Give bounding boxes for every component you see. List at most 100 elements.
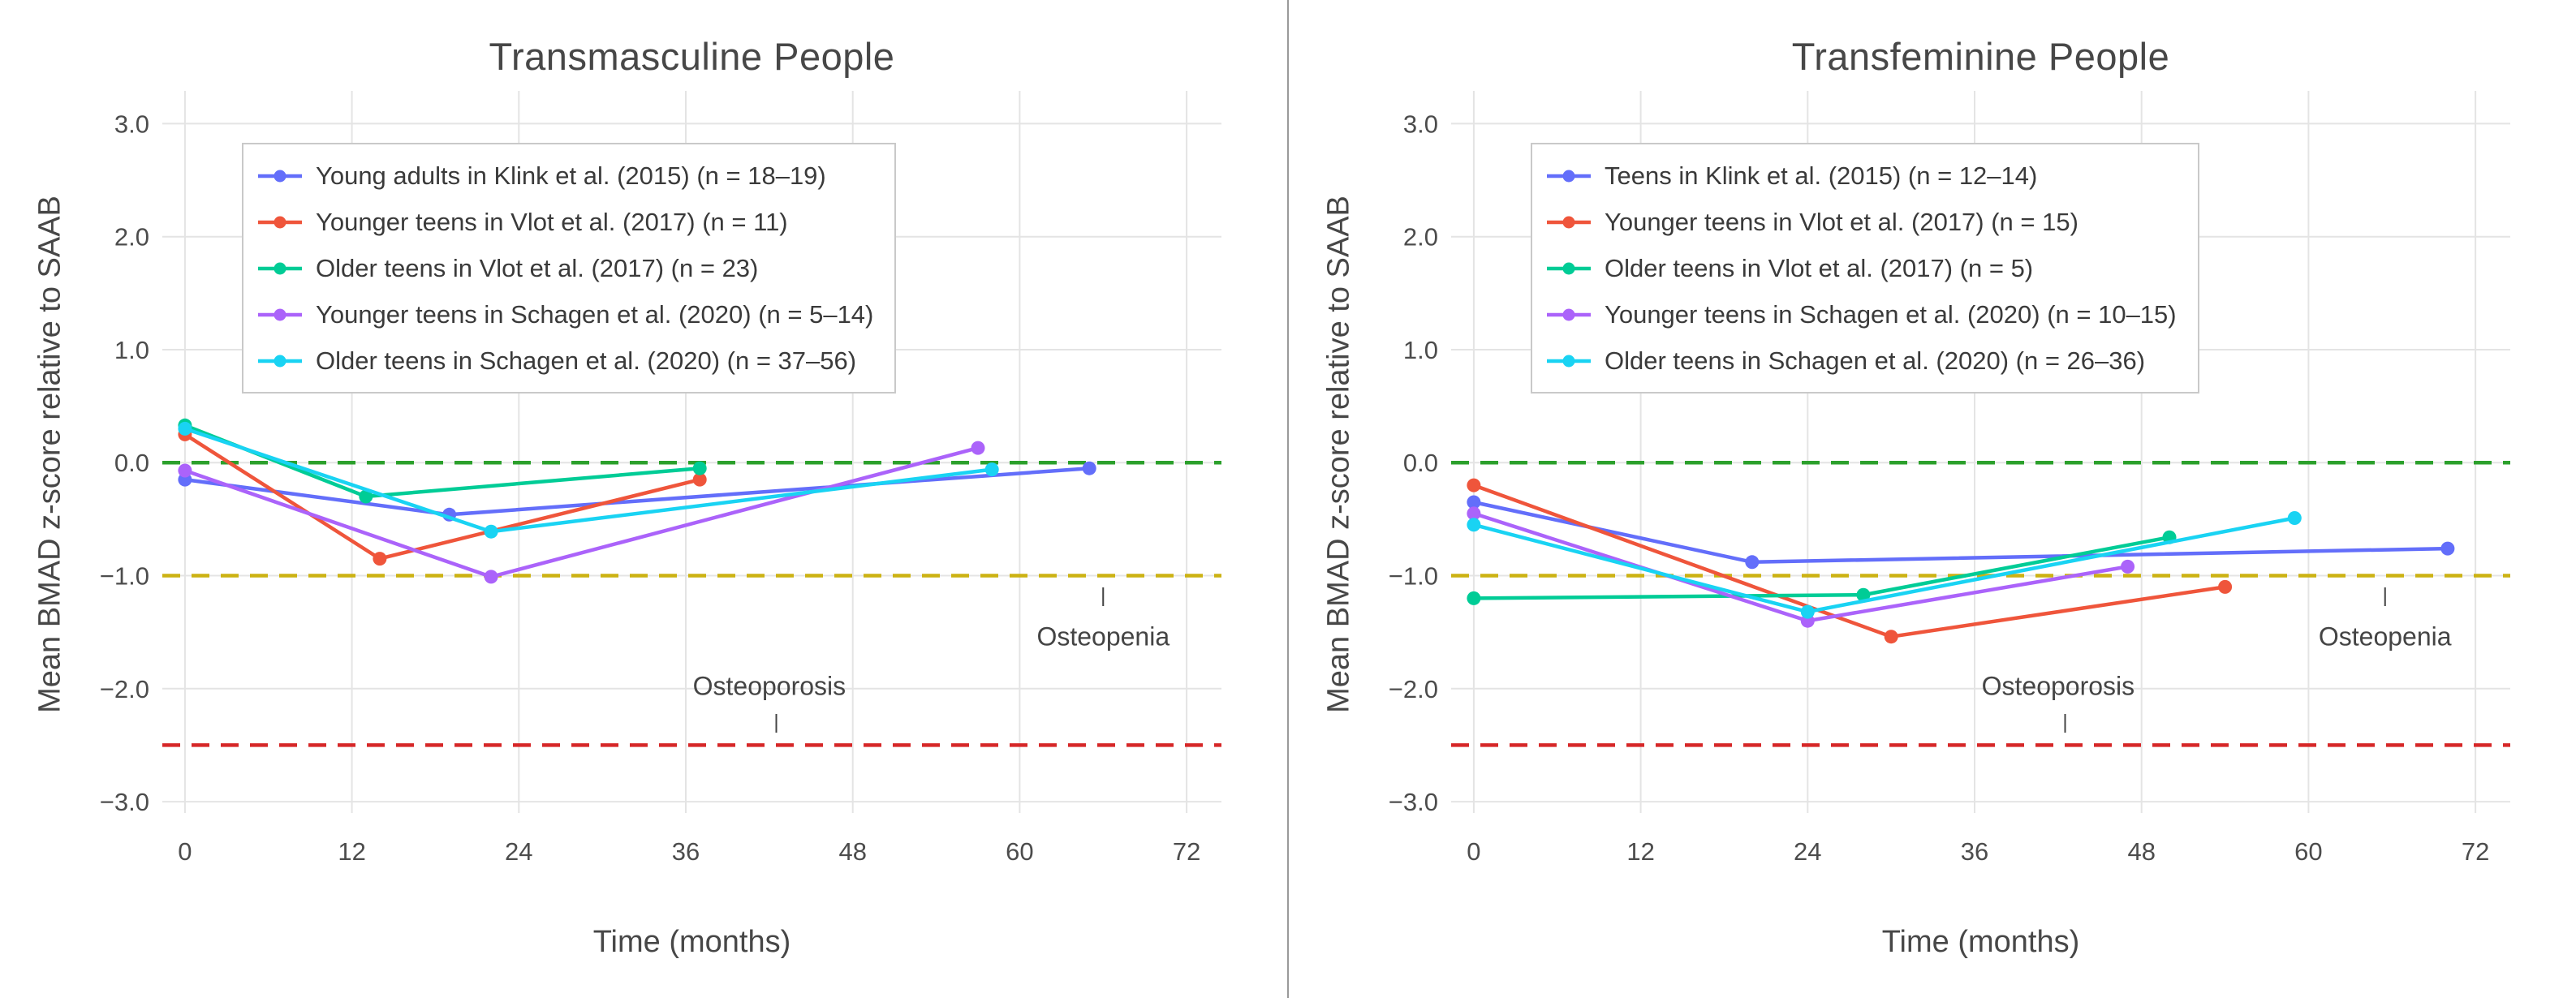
data-point	[178, 421, 192, 436]
data-point	[1467, 506, 1481, 521]
y-tick-label: −2.0	[1389, 675, 1438, 703]
x-tick-label: 12	[1626, 837, 1654, 866]
x-tick-label: 0	[1467, 837, 1480, 866]
legend-label: Teens in Klink et al. (2015) (n = 12–14)	[1605, 161, 2038, 190]
series-line	[183, 427, 994, 534]
data-point	[1884, 630, 1898, 644]
data-point	[2121, 559, 2135, 574]
data-point	[692, 472, 707, 487]
x-tick-label: 0	[178, 837, 192, 866]
legend-label: Older teens in Vlot et al. (2017) (n = 2…	[316, 253, 759, 282]
x-tick-label: 12	[338, 837, 365, 866]
y-tick-label: 0.0	[114, 449, 149, 477]
x-axis-title: Time (months)	[1881, 925, 2080, 959]
legend-line-marker-icon	[258, 216, 302, 228]
x-axis-title: Time (months)	[592, 925, 791, 959]
data-point	[1467, 591, 1481, 605]
annotation-label: Osteopenia	[2319, 621, 2452, 651]
x-tick-label: 72	[2462, 837, 2489, 866]
legend-line-marker-icon	[1547, 355, 1591, 367]
data-point	[984, 462, 999, 477]
legend: Teens in Klink et al. (2015) (n = 12–14)…	[1531, 143, 2199, 393]
legend-label: Younger teens in Vlot et al. (2017) (n =…	[316, 207, 788, 236]
y-tick-label: 1.0	[1403, 336, 1438, 364]
data-point	[178, 463, 192, 478]
panel-transmasculine: 0 12 24 36 48 60 72 3.0 2.0 1.0 0.0 −1.0 −2.0 −3.0 | Os…	[0, 0, 1287, 998]
x-tick-label: 60	[2294, 837, 2322, 866]
annotation-label: Osteoporosis	[693, 672, 846, 701]
annotation-label: Osteoporosis	[1982, 672, 2135, 701]
data-point	[484, 524, 498, 539]
x-tick-label: 48	[2127, 837, 2155, 866]
data-point	[1082, 461, 1096, 475]
legend-item[interactable]: Younger teens in Vlot et al. (2017) (n =…	[256, 199, 873, 245]
y-axis-title: Mean BMAD z-score relative to SAAB	[32, 196, 67, 713]
data-point	[971, 441, 985, 455]
transmasculine-plot-area: 0 12 24 36 48 60 72 3.0 2.0 1.0 0.0 −1.0 −2.0 −3.0 | Os…	[0, 0, 1287, 998]
chart-title-transfeminine: Transfeminine People	[1791, 35, 2170, 78]
legend-line-marker-icon	[1547, 262, 1591, 274]
x-tick-label: 36	[672, 837, 700, 866]
legend-label: Older teens in Schagen et al. (2020) (n …	[1605, 346, 2146, 375]
data-point	[1467, 478, 1481, 492]
data-point	[1800, 604, 1815, 619]
annotation-tick: |	[2382, 584, 2388, 607]
chart-canvas: 0 12 24 36 48 60 72 3.0 2.0 1.0 0.0 −1.0 −2.0 −3.0 | Os…	[1389, 91, 2510, 866]
x-tick-label: 60	[1006, 837, 1033, 866]
annotation-tick: |	[1101, 584, 1106, 607]
legend-label: Older teens in Schagen et al. (2020) (n …	[316, 346, 857, 375]
annotation-tick: |	[773, 711, 779, 733]
y-tick-label: 1.0	[114, 336, 149, 364]
legend-line-marker-icon	[258, 170, 302, 182]
chart-canvas: 0 12 24 36 48 60 72 3.0 2.0 1.0 0.0 −1.0 −2.0 −3.0 | Os…	[100, 91, 1221, 866]
legend-item[interactable]: Younger teens in Schagen et al. (2020) (…	[1545, 291, 2177, 338]
x-tick-label: 24	[1794, 837, 1821, 866]
data-point	[2287, 511, 2302, 525]
data-point	[2440, 541, 2455, 556]
legend-item[interactable]: Older teens in Schagen et al. (2020) (n …	[256, 338, 873, 384]
legend-line-marker-icon	[1547, 216, 1591, 228]
y-tick-label: 3.0	[1403, 110, 1438, 138]
legend-item[interactable]: Young adults in Klink et al. (2015) (n =…	[256, 153, 873, 199]
legend-line-marker-icon	[1547, 170, 1591, 182]
y-tick-label: 0.0	[1403, 449, 1438, 477]
legend-line-marker-icon	[258, 262, 302, 274]
legend-line-marker-icon	[258, 355, 302, 367]
legend-item[interactable]: Teens in Klink et al. (2015) (n = 12–14)	[1545, 153, 2177, 199]
x-tick-label: 24	[505, 837, 532, 866]
panel-transfeminine: 0 12 24 36 48 60 72 3.0 2.0 1.0 0.0 −1.0 −2.0 −3.0 | Os…	[1289, 0, 2576, 998]
legend-label: Younger teens in Schagen et al. (2020) (…	[316, 299, 874, 329]
data-point	[373, 552, 387, 566]
x-tick-label: 72	[1173, 837, 1200, 866]
legend: Young adults in Klink et al. (2015) (n =…	[242, 143, 897, 393]
panel-divider	[1287, 0, 1289, 998]
y-tick-label: −3.0	[1389, 788, 1438, 816]
data-point	[359, 489, 373, 504]
y-tick-label: −2.0	[100, 675, 149, 703]
y-axis-title: Mean BMAD z-score relative to SAAB	[1321, 196, 1356, 713]
data-point	[2218, 579, 2233, 594]
x-tick-label: 48	[838, 837, 866, 866]
legend-item[interactable]: Older teens in Vlot et al. (2017) (n = 2…	[256, 245, 873, 291]
legend-line-marker-icon	[258, 308, 302, 320]
y-tick-label: −1.0	[1389, 562, 1438, 591]
x-tick-label: 36	[1961, 837, 1988, 866]
legend-label: Younger teens in Schagen et al. (2020) (…	[1605, 299, 2177, 329]
data-point	[1856, 587, 1871, 602]
legend-label: Older teens in Vlot et al. (2017) (n = 5…	[1605, 253, 2034, 282]
data-point	[692, 461, 707, 475]
data-point	[1745, 555, 1760, 570]
y-tick-label: −3.0	[100, 788, 149, 816]
legend-item[interactable]: Younger teens in Vlot et al. (2017) (n =…	[1545, 199, 2177, 245]
legend-label: Young adults in Klink et al. (2015) (n =…	[316, 161, 826, 190]
annotation-tick: |	[2062, 711, 2068, 733]
y-tick-label: −1.0	[100, 562, 149, 591]
legend-item[interactable]: Younger teens in Schagen et al. (2020) (…	[256, 291, 873, 338]
series-line	[1471, 500, 2450, 565]
legend-item[interactable]: Older teens in Vlot et al. (2017) (n = 5…	[1545, 245, 2177, 291]
y-tick-label: 3.0	[114, 110, 149, 138]
legend-item[interactable]: Older teens in Schagen et al. (2020) (n …	[1545, 338, 2177, 384]
chart-title-transmasculine: Transmasculine People	[489, 35, 895, 78]
data-point	[1467, 518, 1481, 532]
